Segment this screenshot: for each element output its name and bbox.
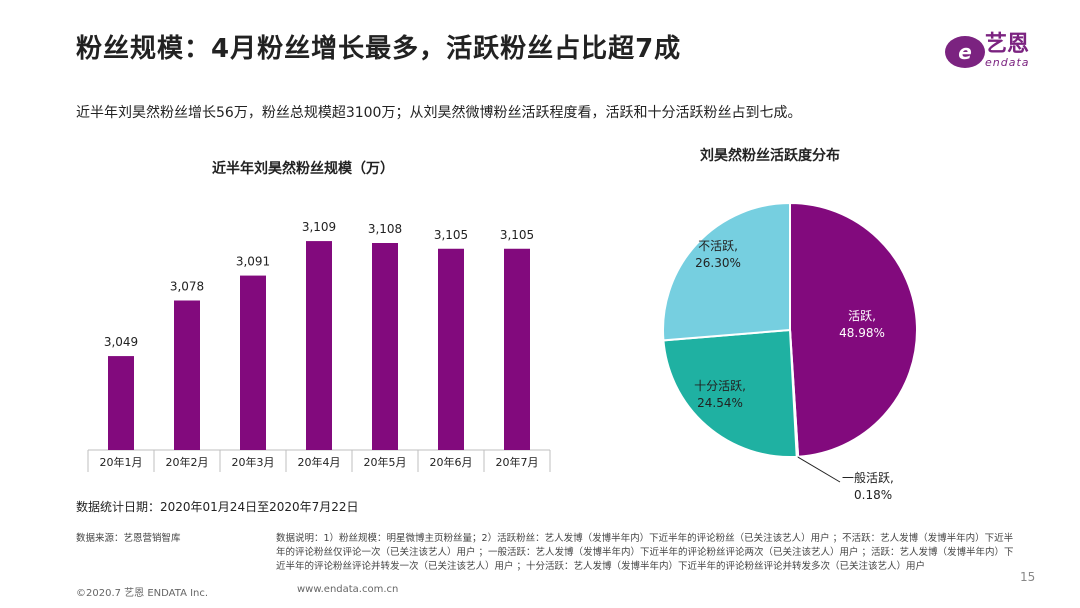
- bar-20年6月: [438, 248, 464, 450]
- bar-value-label: 3,049: [104, 335, 138, 349]
- bar-20年2月: [174, 300, 200, 450]
- page-title: 粉丝规模：4月粉丝增长最多，活跃粉丝占比超7成: [76, 34, 682, 64]
- pie-slice-不活跃: [662, 201, 791, 342]
- footnote-source: 数据来源：艺恩营销智库: [76, 533, 181, 544]
- logo-name: 艺恩: [985, 32, 1030, 57]
- logo-sub: endata: [985, 56, 1030, 69]
- bar-20年7月: [504, 248, 530, 450]
- bar-category-label: 20年3月: [232, 455, 275, 469]
- bar-20年5月: [372, 243, 398, 450]
- footnote-explain: 数据说明：1）粉丝规模：明星微博主页粉丝量；2）活跃粉丝：艺人发博（发博半年内）…: [276, 533, 1014, 572]
- pie-leader-line: [797, 456, 841, 483]
- bar-value-label: 3,105: [500, 228, 534, 242]
- bar-category-label: 20年1月: [100, 455, 143, 469]
- pie-label-value: 26.30%: [695, 256, 741, 270]
- bar-category-label: 20年6月: [430, 455, 473, 469]
- bar-category-label: 20年7月: [496, 455, 539, 469]
- pie-chart: 活跃, 48.98% 一般活跃, 0.18% 十分活跃, 24.54% 不活跃, 26.30%: [662, 201, 918, 502]
- endata-logo-icon: e: [945, 36, 985, 68]
- stat-date: 数据统计日期：2020年01月24日至2020年7月22日: [76, 500, 359, 514]
- bar-category-label: 20年2月: [166, 455, 209, 469]
- pie-label-value: 48.98%: [839, 326, 885, 340]
- bar-value-label: 3,105: [434, 228, 468, 242]
- bar-20年3月: [240, 275, 266, 450]
- pie-slice-十分活跃: [662, 328, 798, 458]
- pie-label-name: 十分活跃,: [694, 379, 746, 393]
- bar-20年4月: [306, 241, 332, 450]
- bar-chart: 3,049 20年1月 3,078 20年2月 3,091 20年3月 3,109 20年4月…: [87, 220, 551, 472]
- pie-slice-活跃: [789, 201, 918, 458]
- page-subtitle: 近半年刘昊然粉丝增长56万，粉丝总规模超3100万；从刘昊然微博粉丝活跃程度看，…: [76, 105, 802, 121]
- pie-label-name: 不活跃,: [698, 239, 738, 253]
- pie-label-name: 活跃,: [848, 309, 876, 323]
- bar-value-label: 3,109: [302, 220, 336, 234]
- bar-value-label: 3,108: [368, 222, 402, 236]
- bar-category-label: 20年4月: [298, 455, 341, 469]
- bar-20年1月: [108, 356, 134, 450]
- bar-value-label: 3,091: [236, 255, 270, 269]
- pie-label-value: 24.54%: [697, 396, 743, 410]
- pie-label-name: 一般活跃,: [842, 470, 894, 485]
- copyright: ©2020.7 艺恩 ENDATA Inc.: [76, 588, 209, 599]
- svg-text:e: e: [958, 40, 972, 64]
- page-number: 15: [1020, 570, 1036, 584]
- pie-label-value: 0.18%: [854, 488, 892, 502]
- pie-chart-title: 刘昊然粉丝活跃度分布: [700, 148, 840, 164]
- website-link[interactable]: www.endata.com.cn: [297, 584, 399, 595]
- bar-chart-title: 近半年刘昊然粉丝规模（万）: [212, 161, 394, 177]
- bar-value-label: 3,078: [170, 280, 204, 294]
- bar-category-label: 20年5月: [364, 455, 407, 469]
